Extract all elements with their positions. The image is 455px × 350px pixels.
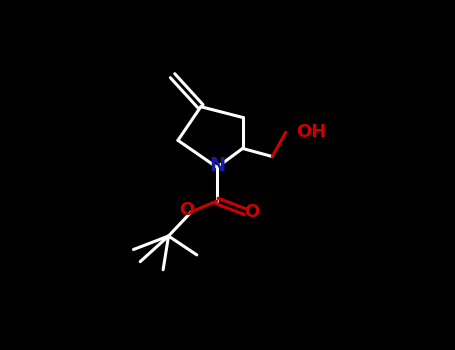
Text: N: N <box>209 156 225 175</box>
Text: OH: OH <box>297 123 327 141</box>
Text: O: O <box>244 203 260 221</box>
Text: O: O <box>179 202 194 219</box>
